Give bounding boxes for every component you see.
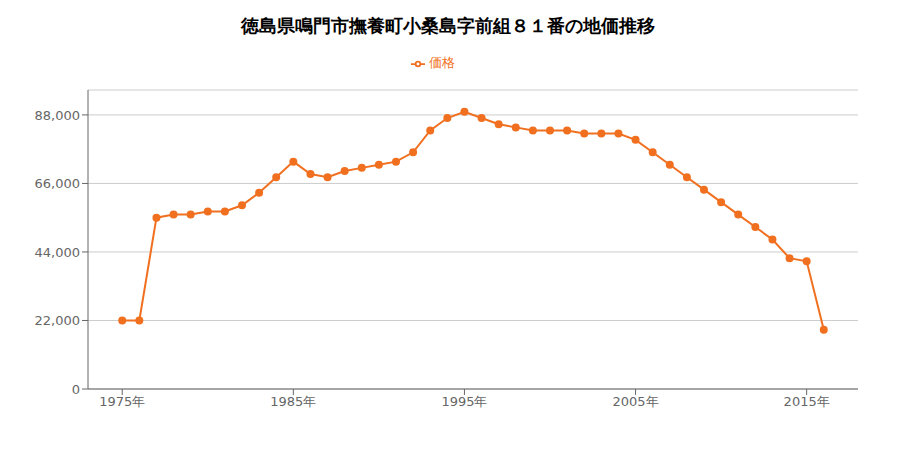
svg-text:88,000: 88,000 [35, 108, 81, 123]
svg-text:44,000: 44,000 [35, 245, 81, 260]
svg-text:1985年: 1985年 [270, 394, 316, 409]
svg-text:66,000: 66,000 [35, 176, 81, 191]
svg-text:0: 0 [72, 382, 80, 397]
html-text:徳島県鳴門市撫養町小桑島字前組８１番の地価推移: 徳島県鳴門市撫養町小桑島字前組８１番の地価推移 [241, 15, 655, 36]
svg-text:1975年: 1975年 [99, 394, 145, 409]
svg-text:1995年: 1995年 [441, 394, 487, 409]
svg-text:2005年: 2005年 [613, 394, 659, 409]
html-text:価格: 価格 [429, 55, 455, 70]
svg-text:22,000: 22,000 [35, 313, 81, 328]
svg-text:2015年: 2015年 [784, 394, 830, 409]
